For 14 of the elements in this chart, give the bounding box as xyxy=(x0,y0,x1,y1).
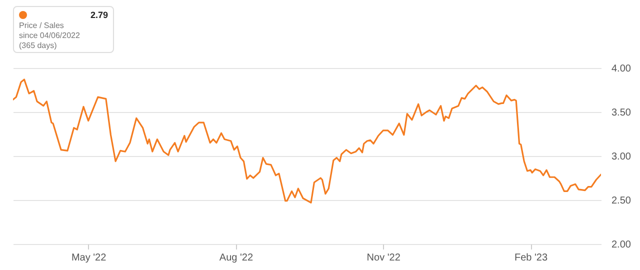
y-tick-label: 2.00 xyxy=(612,240,632,250)
y-tick-label: 2.50 xyxy=(612,196,632,206)
x-tick-label: May '22 xyxy=(71,252,107,264)
text: Price / Sales xyxy=(19,21,65,31)
text: since 04/06/2022 xyxy=(19,31,81,41)
text: 2.79 xyxy=(90,9,108,21)
text: (365 days) xyxy=(19,41,58,51)
x-tick-label: Aug '22 xyxy=(219,252,254,264)
x-tick-label: Nov '22 xyxy=(366,252,401,264)
x-tick-label: Feb '23 xyxy=(514,252,548,264)
y-tick-label: 3.50 xyxy=(612,108,632,118)
y-tick-label: 3.00 xyxy=(612,152,632,162)
line-series xyxy=(13,78,601,204)
y-tick-label: 4.00 xyxy=(612,64,632,74)
